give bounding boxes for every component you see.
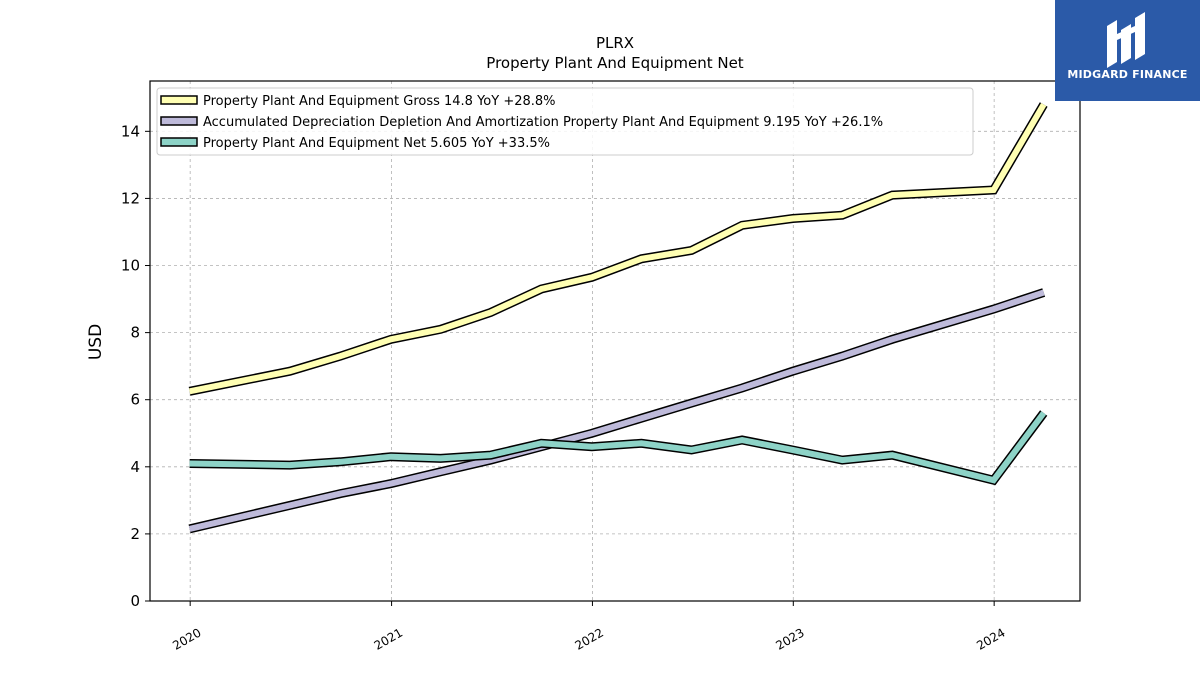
series-line-outline: [188, 288, 1046, 534]
legend-box: [156, 87, 974, 156]
x-tick-label: 2023: [773, 625, 806, 652]
brand-logo: MIDGARD FINANCE: [1055, 0, 1200, 101]
legend-swatch: [160, 95, 198, 105]
legend-label: Accumulated Depreciation Depletion And A…: [203, 115, 883, 130]
y-tick-label: 8: [130, 324, 140, 342]
legend-swatch: [160, 116, 198, 126]
series-lines: [188, 102, 1048, 534]
series-line-core: [189, 102, 1047, 395]
y-tick-label: 12: [121, 189, 140, 207]
series-line-core: [188, 289, 1045, 532]
legend-label: Property Plant And Equipment Net 5.605 Y…: [203, 136, 550, 151]
plot-frame: [149, 80, 1081, 602]
x-tick-label: 2022: [572, 625, 605, 652]
midgard-logo-icon: [1107, 12, 1145, 68]
y-tick-label: 10: [121, 257, 140, 275]
series-line-2: [188, 288, 1046, 534]
x-tick-label: 2020: [170, 625, 203, 652]
chart-title: PLRX: [596, 34, 634, 52]
y-tick-label: 14: [121, 122, 140, 140]
y-tick-label: 0: [130, 592, 140, 610]
series-line-core: [189, 411, 1047, 484]
y-tick-label: 6: [130, 391, 140, 409]
legend: Property Plant And Equipment Gross 14.8 …: [156, 87, 974, 156]
x-tick-label: 2021: [372, 625, 405, 652]
logo-text: MIDGARD FINANCE: [1067, 68, 1188, 81]
y-tick-label: 2: [130, 525, 140, 543]
series-line-1: [188, 102, 1048, 396]
series-line-3: [189, 410, 1048, 486]
legend-swatch: [160, 137, 198, 147]
y-axis-label: USD: [86, 324, 106, 360]
y-tick-label: 4: [130, 458, 140, 476]
legend-label: Property Plant And Equipment Gross 14.8 …: [203, 94, 556, 109]
grid: [150, 81, 1080, 602]
x-tick-label: 2024: [974, 625, 1007, 652]
chart-subtitle: Property Plant And Equipment Net: [486, 54, 743, 72]
